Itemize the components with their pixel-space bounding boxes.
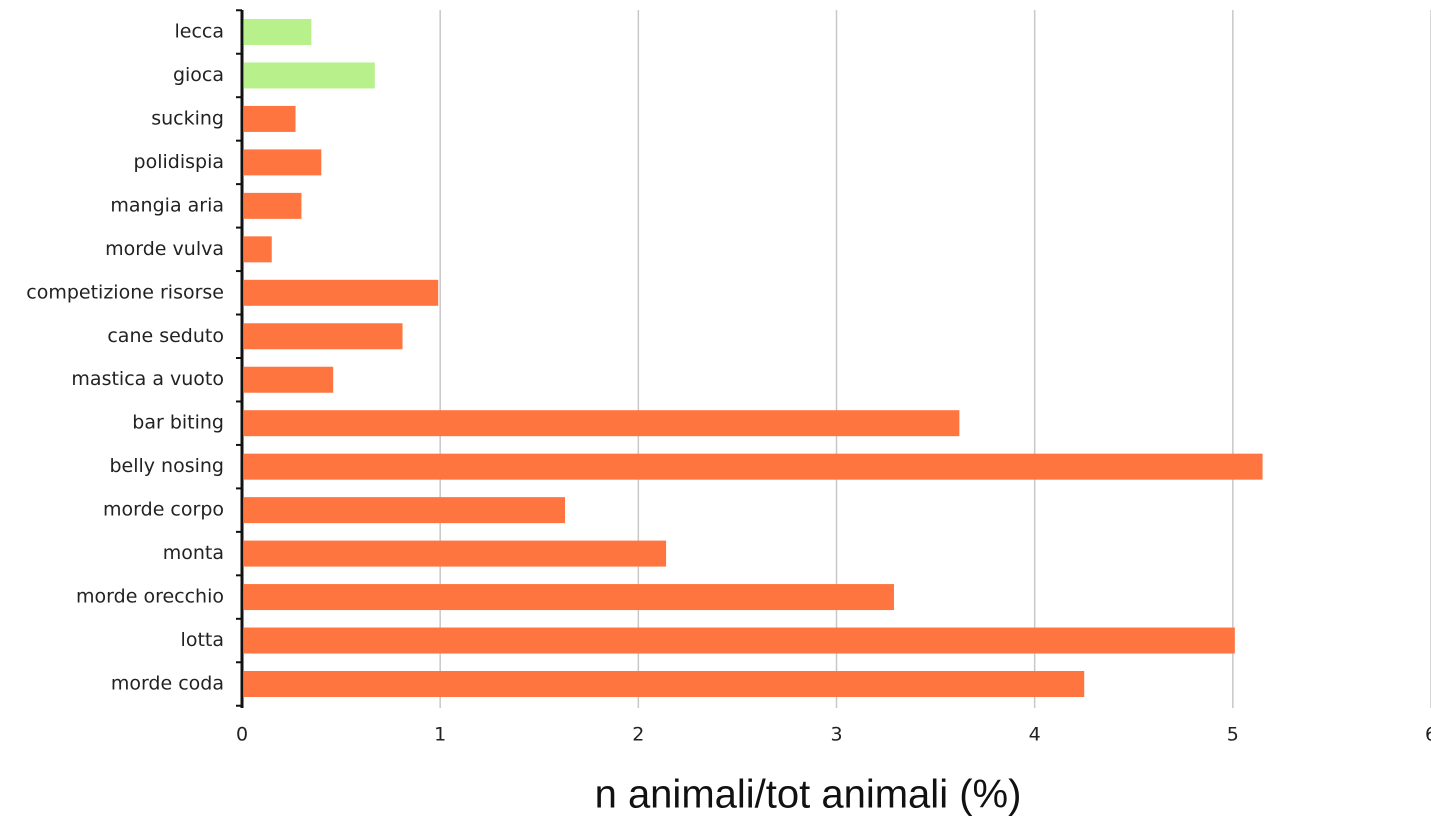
bar	[244, 540, 667, 567]
bar	[244, 366, 334, 393]
x-tick-label: 6	[1425, 724, 1431, 746]
bar	[244, 410, 960, 437]
y-tick-label: gioca	[173, 64, 224, 86]
y-tick-label: belly nosing	[109, 455, 224, 477]
x-tick-label: 1	[434, 724, 446, 746]
y-tick-label: competizione risorse	[26, 281, 224, 303]
bar	[244, 192, 302, 219]
bar	[244, 19, 312, 45]
x-tick-label: 2	[632, 724, 644, 746]
bar	[244, 453, 1263, 480]
y-tick-label: cane seduto	[107, 325, 224, 347]
y-tick-label: monta	[163, 542, 224, 564]
y-tick-label: lotta	[181, 629, 224, 651]
bar	[244, 584, 894, 611]
y-tick-label: lecca	[174, 21, 224, 43]
y-tick-label: mangia aria	[110, 194, 224, 216]
bar	[244, 671, 1085, 697]
y-tick-label: mastica a vuoto	[71, 368, 224, 390]
x-tick-label: 4	[1029, 724, 1041, 746]
x-tick-label: 3	[830, 724, 842, 746]
bar	[244, 497, 566, 524]
bar	[244, 236, 272, 263]
y-tick-label: morde orecchio	[76, 586, 224, 608]
bar	[244, 627, 1235, 654]
y-tick-label: morde coda	[111, 673, 224, 695]
y-tick-label: morde corpo	[103, 499, 224, 521]
x-axis-label: n animali/tot animali (%)	[595, 773, 1022, 817]
x-tick-label: 5	[1227, 724, 1239, 746]
y-tick-label: bar biting	[132, 412, 224, 434]
bar	[244, 279, 439, 306]
bar	[244, 323, 403, 350]
y-tick-label: sucking	[151, 107, 224, 129]
bar	[244, 62, 375, 89]
y-tick-label: morde vulva	[105, 238, 224, 260]
x-tick-label: 0	[236, 724, 248, 746]
bar	[244, 149, 322, 176]
y-tick-label: polidispia	[134, 151, 224, 173]
bar	[244, 105, 296, 132]
